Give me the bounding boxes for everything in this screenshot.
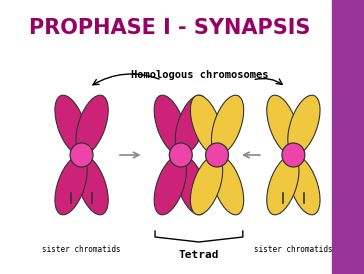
- Circle shape: [282, 143, 305, 167]
- Ellipse shape: [288, 95, 320, 154]
- Ellipse shape: [76, 156, 108, 215]
- Ellipse shape: [288, 156, 320, 215]
- Text: Homologous chromosomes: Homologous chromosomes: [131, 70, 269, 80]
- Ellipse shape: [154, 95, 186, 154]
- Ellipse shape: [190, 156, 223, 215]
- Ellipse shape: [55, 95, 87, 154]
- Ellipse shape: [76, 95, 108, 154]
- Text: sister chromatids: sister chromatids: [254, 246, 333, 255]
- Ellipse shape: [154, 156, 186, 215]
- Ellipse shape: [211, 156, 244, 215]
- Ellipse shape: [267, 95, 299, 154]
- Ellipse shape: [175, 156, 207, 215]
- Text: PROPHASE I - SYNAPSIS: PROPHASE I - SYNAPSIS: [29, 18, 310, 38]
- Circle shape: [169, 143, 192, 167]
- Ellipse shape: [267, 156, 299, 215]
- Ellipse shape: [211, 95, 244, 154]
- Circle shape: [206, 143, 229, 167]
- Ellipse shape: [175, 95, 207, 154]
- Circle shape: [70, 143, 93, 167]
- Ellipse shape: [190, 95, 223, 154]
- Ellipse shape: [55, 156, 87, 215]
- Bar: [332, 0, 364, 274]
- Text: sister chromatids: sister chromatids: [42, 246, 121, 255]
- Text: Tetrad: Tetrad: [179, 250, 219, 260]
